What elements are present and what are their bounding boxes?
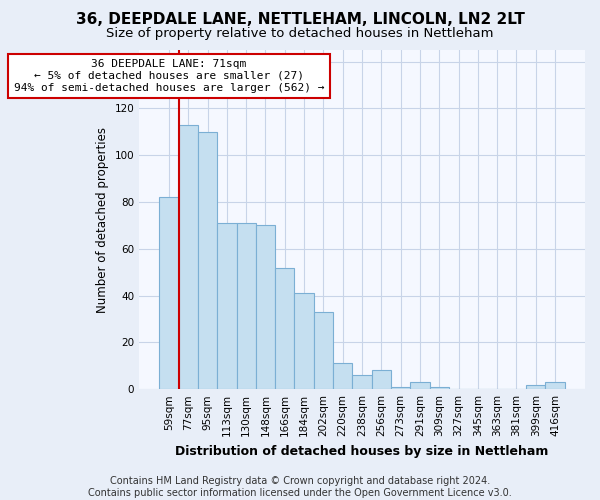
Bar <box>391 387 410 389</box>
Bar <box>410 382 430 389</box>
Bar <box>545 382 565 389</box>
Text: Contains HM Land Registry data © Crown copyright and database right 2024.
Contai: Contains HM Land Registry data © Crown c… <box>88 476 512 498</box>
Bar <box>314 312 333 389</box>
Bar <box>236 223 256 389</box>
Text: 36 DEEPDALE LANE: 71sqm
← 5% of detached houses are smaller (27)
94% of semi-det: 36 DEEPDALE LANE: 71sqm ← 5% of detached… <box>14 60 324 92</box>
Bar <box>275 268 295 389</box>
Bar <box>371 370 391 389</box>
Bar <box>198 132 217 389</box>
Bar <box>217 223 236 389</box>
Bar <box>430 387 449 389</box>
Bar <box>333 364 352 389</box>
X-axis label: Distribution of detached houses by size in Nettleham: Distribution of detached houses by size … <box>175 444 549 458</box>
Bar <box>352 375 371 389</box>
Text: Size of property relative to detached houses in Nettleham: Size of property relative to detached ho… <box>106 28 494 40</box>
Bar <box>179 125 198 389</box>
Bar <box>256 226 275 389</box>
Bar <box>295 294 314 389</box>
Bar <box>526 384 545 389</box>
Text: 36, DEEPDALE LANE, NETTLEHAM, LINCOLN, LN2 2LT: 36, DEEPDALE LANE, NETTLEHAM, LINCOLN, L… <box>76 12 524 28</box>
Bar <box>160 198 179 389</box>
Y-axis label: Number of detached properties: Number of detached properties <box>96 126 109 312</box>
